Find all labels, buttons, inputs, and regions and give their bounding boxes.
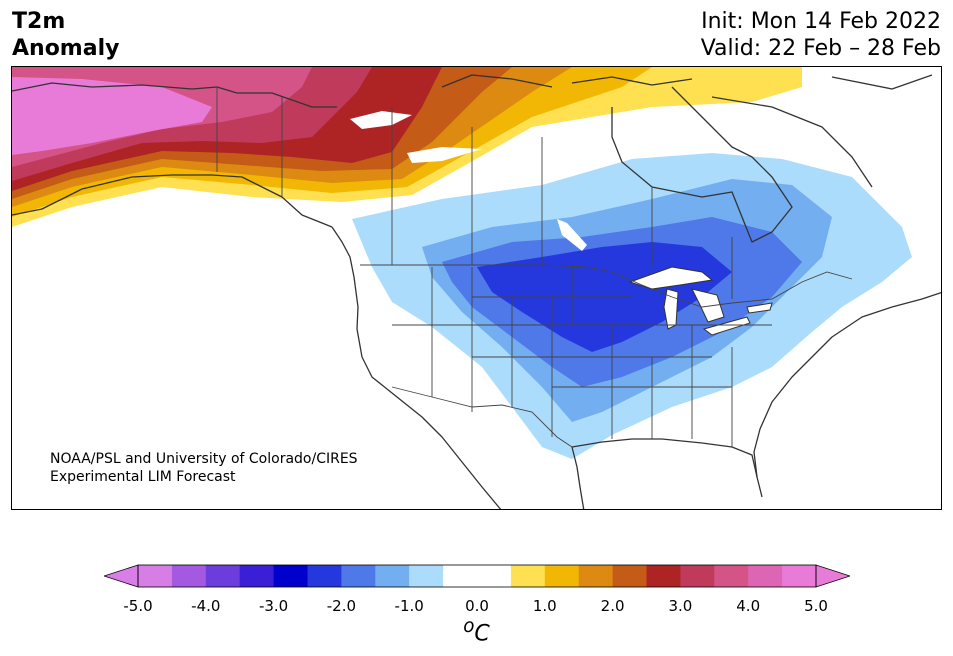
colorbar-tick-label: 4.0 xyxy=(736,597,761,615)
colorbar-tick-label: -4.0 xyxy=(191,597,221,615)
lake-erie xyxy=(702,316,751,336)
credit-line-2: Experimental LIM Forecast xyxy=(50,469,236,485)
unit-superscript: o xyxy=(463,616,475,637)
forecast-dates: Init: Mon 14 Feb 2022 Valid: 22 Feb – 28… xyxy=(701,8,941,62)
colorbar-cell xyxy=(578,565,614,587)
unit-label: C xyxy=(474,621,490,647)
colorbar-unit: oC xyxy=(0,616,953,646)
colorbar-tick-label: 5.0 xyxy=(804,597,828,615)
lake-winnipeg xyxy=(557,219,587,251)
map-title: T2m Anomaly xyxy=(12,8,119,62)
colorbar-cell xyxy=(171,565,207,587)
colorbar-cell xyxy=(714,565,749,587)
colorbar-tick-label: -1.0 xyxy=(394,597,424,615)
colorbar-cell xyxy=(782,565,817,587)
lake-michigan xyxy=(663,288,679,330)
colorbar xyxy=(104,564,850,588)
great-lakes xyxy=(628,266,773,336)
title-line-1: T2m xyxy=(12,9,66,34)
colorbar-cell xyxy=(341,565,376,587)
colorbar-cell xyxy=(205,565,241,587)
colorbar-cells xyxy=(138,565,817,587)
colorbar-cell xyxy=(544,565,580,587)
lake-huron xyxy=(691,288,725,323)
colorbar-cell xyxy=(375,565,410,587)
credit-text: NOAA/PSL and University of Colorado/CIRE… xyxy=(50,450,358,486)
colorbar-cell xyxy=(748,565,783,587)
colorbar-tick-label: 2.0 xyxy=(600,597,625,615)
colorbar-tick-label: -3.0 xyxy=(258,597,289,615)
colorbar-tick-label: -2.0 xyxy=(326,597,357,615)
map-svg xyxy=(12,67,941,509)
arctic-islands xyxy=(441,74,933,188)
credit-line-1: NOAA/PSL and University of Colorado/CIRE… xyxy=(50,451,358,467)
colorbar-cell xyxy=(409,565,444,587)
lake-ontario xyxy=(746,302,773,314)
colorbar-cell xyxy=(680,565,715,587)
colorbar-cell xyxy=(138,565,173,587)
colorbar-cell xyxy=(477,565,512,587)
east-coast xyxy=(753,291,941,478)
colorbar-over-arrow xyxy=(815,564,850,588)
warm-anomaly-region xyxy=(12,67,802,227)
us-state-lines xyxy=(392,267,772,447)
colorbar-cell xyxy=(239,565,275,587)
colorbar-tick-label: 3.0 xyxy=(668,597,693,615)
colorbar-tick-label: -5.0 xyxy=(123,597,153,615)
coastlines xyxy=(12,74,941,509)
title-line-2: Anomaly xyxy=(12,36,120,61)
anomaly-map: NOAA/PSL and University of Colorado/CIRE… xyxy=(11,66,942,510)
init-date: Init: Mon 14 Feb 2022 xyxy=(701,9,941,34)
northern-lakes xyxy=(350,111,587,251)
canada-province-lines xyxy=(281,97,733,299)
colorbar-tick-label: 0.0 xyxy=(465,597,489,615)
alaska-coast xyxy=(12,82,337,228)
colorbar-under-arrow xyxy=(104,564,139,588)
colorbar-border xyxy=(137,564,817,588)
colorbar-ticks: -5.0 -4.0 -3.0 -2.0 -1.0 0.0 1.0 2.0 3.0 4.0 5.0 xyxy=(0,597,953,615)
colorbar-cell xyxy=(646,565,681,587)
colorbar-cell xyxy=(510,565,546,587)
hudson-bay xyxy=(611,86,793,243)
warm-contour-8 xyxy=(12,77,212,155)
great-bear-lake xyxy=(350,111,412,129)
great-slave-lake xyxy=(407,147,482,163)
cold-anomaly-region xyxy=(352,153,912,459)
colorbar-cell xyxy=(273,565,308,587)
gulf-coast xyxy=(571,438,763,498)
valid-date: Valid: 22 Feb – 28 Feb xyxy=(700,36,941,61)
west-coast xyxy=(331,226,502,509)
colorbar-cell xyxy=(612,565,647,587)
mexico-gulf-coast xyxy=(571,446,585,509)
colorbar-tick-label: 1.0 xyxy=(532,597,557,615)
colorbar-cell xyxy=(307,565,342,587)
colorbar-cell xyxy=(443,565,478,587)
political-boundaries xyxy=(216,87,853,448)
